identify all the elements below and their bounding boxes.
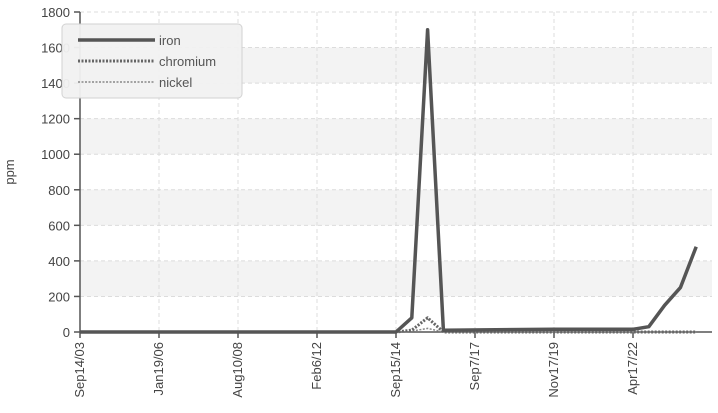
x-tick-labels: Sep14/03 Jan19/06 Aug10/08 Feb6/12 Sep15/14 S…: [72, 342, 640, 398]
y-tick-label: 1200: [41, 112, 70, 127]
x-tick-label: Sep7/17: [467, 342, 482, 390]
x-tick-label: Jan19/06: [151, 342, 166, 396]
y-tick-label: 1800: [41, 5, 70, 20]
x-tick-label: Feb6/12: [309, 342, 324, 390]
y-tick-label: 400: [48, 254, 70, 269]
y-tick-label: 600: [48, 218, 70, 233]
x-tick-label: Aug10/08: [230, 342, 245, 398]
series-lines: [80, 28, 698, 334]
y-tick-label: 1000: [41, 147, 70, 162]
y-axis-label: ppm: [2, 159, 17, 184]
x-tick-label: Sep15/14: [388, 342, 403, 398]
x-tick-label: Nov17/19: [546, 342, 561, 398]
y-tick-label: 800: [48, 183, 70, 198]
x-tick-label: Sep14/03: [72, 342, 87, 398]
legend: iron chromium nickel: [61, 23, 243, 99]
legend-label-chromium: chromium: [159, 54, 216, 69]
legend-label-iron: iron: [159, 33, 181, 48]
y-tick-label: 200: [48, 289, 70, 304]
legend-label-nickel: nickel: [159, 75, 192, 90]
series-line-iron: [80, 28, 698, 334]
x-tick-label: Apr17/22: [625, 342, 640, 395]
y-tick-label: 0: [63, 325, 70, 340]
